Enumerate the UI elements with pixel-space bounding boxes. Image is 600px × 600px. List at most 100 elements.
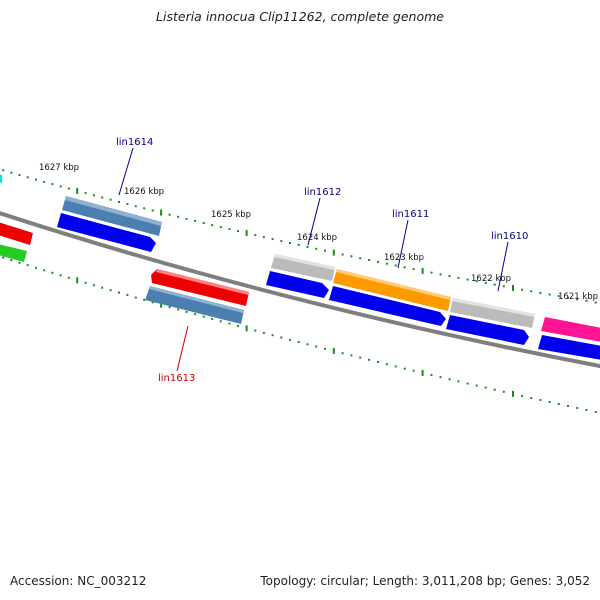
gene-label-lin1612[interactable]: lin1612: [304, 187, 341, 198]
inner-scale-minor-tick: [151, 301, 154, 304]
inner-scale-minor-tick: [567, 405, 569, 407]
outer-scale-minor-tick: [67, 187, 70, 190]
outer-scale-minor-tick: [84, 192, 87, 195]
outer-scale-minor-tick: [101, 196, 104, 199]
gene-lin1610-feature[interactable]: [450, 298, 535, 328]
inner-scale-minor-tick: [341, 352, 344, 355]
outer-scale-minor-tick: [194, 219, 197, 222]
tick-label-1625: 1625 kbp: [211, 210, 251, 220]
outer-scale-minor-tick: [448, 275, 451, 278]
outer-scale-minor-tick: [228, 228, 231, 231]
outer-scale-minor-tick: [92, 194, 95, 197]
outer-scale-minor-tick: [567, 296, 569, 299]
inner-scale-minor-tick: [377, 361, 379, 363]
tick-labels: 1627 kbp 1626 kbp 1625 kbp 1624 kbp 1623…: [39, 163, 598, 302]
inner-scale-minor-tick: [43, 269, 46, 272]
gene-lin1612-highlight: [274, 254, 335, 270]
outer-scale-minor-tick: [403, 266, 406, 269]
outer-scale-major-tick: [160, 209, 163, 216]
gene-lin1611-highlight: [336, 269, 451, 300]
outer-scale-minor-tick: [493, 283, 496, 286]
inner-scale-minor-tick: [2, 256, 5, 259]
gene-lin1614-highlight: [65, 196, 162, 226]
inner-scale-minor-tick: [403, 367, 406, 370]
outer-scale-minor-tick: [262, 236, 265, 239]
outer-scale-minor-tick: [297, 243, 300, 246]
inner-scale-minor-tick: [457, 380, 460, 383]
inner-scale-dots: [2, 256, 597, 413]
tick-label-1622: 1622 kbp: [471, 274, 511, 284]
outer-scale-minor-tick: [185, 217, 188, 220]
outer-scale-minor-tick: [530, 290, 533, 293]
outer-scale-minor-tick: [377, 260, 379, 263]
outer-scale-minor-tick: [211, 224, 214, 227]
inner-scale-minor-tick: [126, 294, 129, 296]
inner-scale-minor-tick: [118, 291, 120, 294]
gene-label-lin1613[interactable]: lin1613: [158, 373, 195, 384]
gene-label-lin1611[interactable]: lin1611: [392, 209, 429, 220]
inner-scale-minor-tick: [530, 397, 533, 399]
genome-backbone: [0, 211, 600, 369]
outer-scale-major-tick: [245, 230, 248, 237]
leader-lin1613: [176, 325, 189, 372]
gene-magenta-partial[interactable]: [541, 317, 600, 342]
outer-scale-minor-tick: [43, 180, 46, 183]
outer-scale-minor-tick: [118, 200, 120, 203]
outer-scale-minor-tick: [143, 207, 146, 210]
leader-lin1610: [497, 241, 509, 292]
outer-scale-minor-tick: [341, 253, 344, 256]
inner-scale-minor-tick: [306, 343, 309, 346]
cds-lin1610[interactable]: [446, 315, 529, 345]
inner-scale-minor-tick: [67, 276, 70, 279]
inner-scale-major-tick: [332, 348, 335, 354]
inner-scale-minor-tick: [168, 306, 171, 309]
inner-scale-major-tick: [76, 277, 79, 284]
inner-scale-minor-tick: [412, 369, 415, 372]
gene-lin1613-feature[interactable]: [151, 269, 249, 306]
inner-scale-minor-tick: [502, 390, 505, 393]
outer-scale-major-tick: [332, 249, 335, 256]
inner-scale-minor-tick: [219, 320, 222, 323]
outer-scale-minor-tick: [439, 273, 442, 276]
gene-lin1612-feature[interactable]: [271, 254, 335, 281]
cds-lin1611[interactable]: [329, 286, 446, 326]
outer-scale-minor-tick: [306, 245, 309, 248]
tick-label-1621: 1621 kbp: [558, 292, 598, 302]
tick-label-1624: 1624 kbp: [297, 233, 337, 243]
outer-scale-minor-tick: [59, 185, 62, 188]
outer-scale-minor-tick: [237, 230, 239, 233]
cds-right-partial[interactable]: [538, 335, 600, 360]
outer-scale-minor-tick: [350, 255, 353, 258]
inner-scale-minor-tick: [194, 313, 197, 316]
cds-lin1614[interactable]: [57, 213, 156, 252]
inner-scale-minor-tick: [92, 284, 95, 287]
gene-green-partial[interactable]: [0, 244, 27, 262]
inner-scale-minor-tick: [134, 296, 137, 299]
inner-scale-minor-tick: [594, 411, 597, 413]
inner-scale-minor-tick: [430, 374, 433, 376]
gene-lin1613-highlight: [156, 269, 249, 295]
outer-scale-minor-tick: [289, 242, 291, 244]
gene-lin1614-feature[interactable]: [62, 196, 162, 236]
gene-label-lin1610[interactable]: lin1610: [491, 231, 528, 242]
inner-scale-minor-tick: [359, 356, 362, 359]
gene-lin1611-feature[interactable]: [333, 269, 451, 311]
gene-label-lin1614[interactable]: lin1614: [116, 137, 153, 148]
outer-scale-minor-tick: [134, 205, 137, 208]
outer-scale-minor-tick: [315, 247, 318, 250]
inner-scale-minor-tick: [585, 409, 588, 411]
outer-scale-minor-tick: [430, 271, 433, 274]
inner-scale-minor-tick: [297, 341, 300, 343]
inner-scale-minor-tick: [143, 298, 146, 301]
inner-scale-minor-tick: [228, 322, 231, 325]
gene-cyan-partial[interactable]: [0, 174, 2, 183]
cds-lin1613[interactable]: [145, 286, 244, 324]
cds-lin1612[interactable]: [266, 271, 329, 298]
gene-features: [0, 174, 600, 360]
outer-scale-minor-tick: [2, 169, 5, 172]
outer-scale-minor-tick: [502, 285, 505, 288]
inner-scale-minor-tick: [271, 334, 274, 337]
accession-text: Accession: NC_003212: [10, 574, 147, 588]
gene-red-partial[interactable]: [0, 222, 33, 245]
